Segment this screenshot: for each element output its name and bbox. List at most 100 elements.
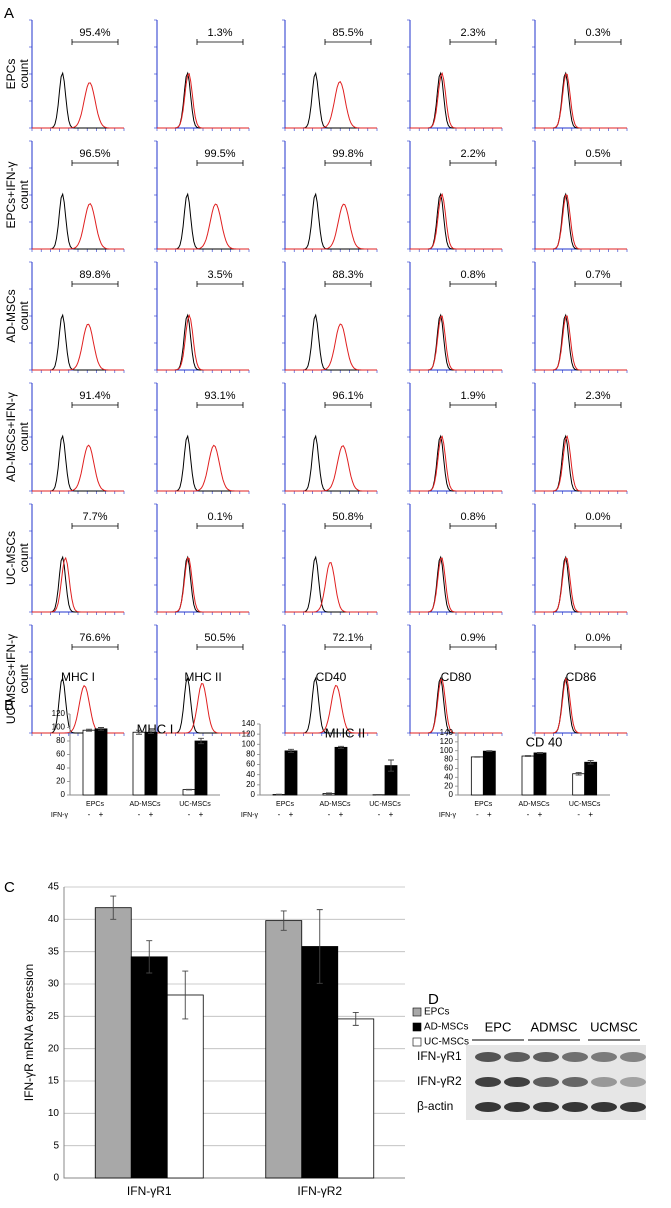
gate: [197, 523, 243, 529]
y-tick-label: 80: [56, 736, 65, 745]
histogram-sample: [32, 83, 124, 128]
error-bar: [276, 794, 282, 795]
series-label: -: [278, 810, 281, 819]
gate: [450, 402, 496, 408]
gate: [197, 39, 243, 45]
percentage: 96.5%: [79, 148, 110, 160]
percentage: 89.8%: [79, 269, 110, 281]
axis: [157, 504, 249, 612]
band-label: β-actin: [417, 1099, 453, 1113]
gate: [197, 644, 243, 650]
percentage: 88.3%: [332, 269, 363, 281]
group-label: EPC: [485, 1019, 512, 1034]
y-tick-label: 20: [56, 777, 65, 786]
histogram-sample: [157, 74, 249, 128]
bar: [335, 747, 347, 795]
x-tick-label: AD-MSCs: [518, 801, 550, 808]
bar: [585, 762, 597, 795]
series-label: +: [99, 810, 104, 819]
gate: [72, 281, 118, 287]
axis: [157, 20, 249, 128]
error-bar: [186, 789, 192, 790]
y-tick-label: 120: [52, 709, 66, 718]
gate: [197, 402, 243, 408]
axis: [535, 504, 627, 612]
histogram-sample: [32, 558, 124, 612]
percentage: 0.9%: [460, 632, 485, 644]
band: [620, 1052, 646, 1062]
error-bar: [537, 752, 543, 753]
histogram-sample: [285, 324, 377, 370]
percentage: 0.1%: [207, 511, 232, 523]
band: [475, 1077, 501, 1087]
gate: [325, 160, 371, 166]
axis: [535, 262, 627, 370]
legend-swatch: [413, 1008, 421, 1016]
series-label: -: [378, 810, 381, 819]
y-tick-label: 45: [48, 882, 60, 893]
x-axis-label: IFN-γ: [439, 812, 457, 819]
histogram-control: [32, 194, 124, 249]
y-tick-label: 80: [444, 755, 453, 764]
y-axis-label: count: [17, 59, 31, 89]
band: [475, 1102, 501, 1112]
y-tick-label: 0: [251, 790, 256, 799]
band: [504, 1077, 530, 1087]
gate: [325, 402, 371, 408]
series-label: +: [588, 810, 593, 819]
bar: [522, 756, 534, 795]
histogram-control: [535, 678, 627, 733]
percentage: 1.3%: [207, 27, 232, 39]
histogram-sample: [535, 74, 627, 128]
series-label: -: [527, 810, 530, 819]
histogram-sample: [410, 437, 502, 492]
series-label: -: [328, 810, 331, 819]
band: [620, 1102, 646, 1112]
percentage: 1.9%: [460, 390, 485, 402]
row-label: EPCs+IFN-γ: [4, 161, 18, 228]
percentage: 85.5%: [332, 27, 363, 39]
band: [562, 1077, 588, 1087]
percentage: 2.3%: [585, 390, 610, 402]
band: [475, 1052, 501, 1062]
histogram-control: [32, 73, 124, 128]
legend-swatch: [413, 1023, 421, 1031]
gate: [325, 523, 371, 529]
bar: [131, 957, 167, 1178]
histogram-control: [32, 678, 124, 733]
histogram-sample: [535, 195, 627, 249]
row-label: EPCs: [4, 59, 18, 90]
histogram-sample: [157, 445, 249, 491]
y-axis-label: count: [17, 422, 31, 452]
x-axis-label: IFN-γ: [51, 812, 69, 819]
band: [533, 1077, 559, 1087]
histogram-sample: [32, 204, 124, 249]
y-tick-label: 20: [444, 781, 453, 790]
bar: [167, 995, 203, 1178]
series-label: +: [389, 810, 394, 819]
histogram-control: [285, 194, 377, 249]
y-tick-label: 0: [53, 1173, 59, 1184]
y-tick-label: 80: [246, 750, 255, 759]
x-tick-label: EPCs: [276, 801, 294, 808]
histogram-control: [157, 315, 249, 370]
percentage: 95.4%: [79, 27, 110, 39]
y-axis-label: count: [17, 301, 31, 331]
x-tick-label: UC-MSCs: [179, 801, 211, 808]
chart-title: MHC II: [325, 725, 365, 740]
x-tick-label: IFN-γR2: [297, 1184, 342, 1198]
percentage: 99.5%: [204, 148, 235, 160]
histogram-sample: [32, 324, 124, 370]
histogram-control: [285, 436, 377, 491]
bar: [471, 757, 483, 795]
gate: [325, 644, 371, 650]
x-tick-label: AD-MSCs: [319, 801, 351, 808]
percentage: 2.3%: [460, 27, 485, 39]
y-axis-label: IFN-γR mRNA expression: [22, 964, 36, 1101]
bar: [145, 732, 157, 795]
